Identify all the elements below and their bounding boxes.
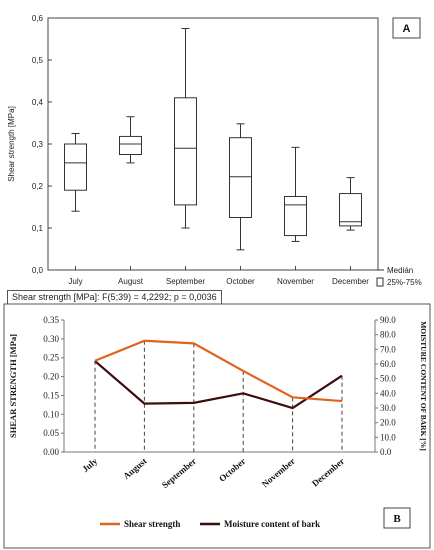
y-left-tick-label: 0.15 bbox=[43, 390, 59, 400]
box-iqr bbox=[174, 97, 197, 206]
x-tick-label: December bbox=[332, 277, 369, 286]
box-iqr bbox=[339, 193, 362, 227]
legend-median-label: Medián bbox=[387, 266, 413, 275]
y-right-tick-label: 80.0 bbox=[380, 330, 396, 340]
y-left-tick-label: 0.25 bbox=[43, 353, 59, 363]
y-tick-label: 0,0 bbox=[32, 266, 44, 275]
y-right-tick-label: 30.0 bbox=[380, 403, 396, 413]
y-left-tick-label: 0.10 bbox=[43, 409, 59, 419]
y-right-tick-label: 0.0 bbox=[380, 447, 392, 457]
y-tick-label: 0,4 bbox=[32, 98, 44, 107]
legend-label-shear-strength: Shear strength bbox=[124, 519, 180, 529]
legend-box-label: 25%-75% bbox=[387, 278, 422, 287]
y-axis-title: Shear strength [MPa] bbox=[7, 106, 16, 182]
y-right-tick-label: 40.0 bbox=[380, 388, 396, 398]
y-left-tick-label: 0.30 bbox=[43, 334, 59, 344]
panel-frame bbox=[3, 303, 431, 549]
box-plot-chart: 0,0 0,1 0,2 0,3 0,4 0,5 0,6 Shear strength [MPa… bbox=[7, 14, 422, 287]
y-tick-label: 0,6 bbox=[32, 14, 44, 23]
y-left-tick-label: 0.20 bbox=[43, 372, 59, 382]
y-right-tick-label: 70.0 bbox=[380, 344, 396, 354]
series-line-moisture bbox=[94, 360, 343, 410]
panel-label: B bbox=[393, 513, 401, 525]
y-tick-label: 0,1 bbox=[32, 224, 44, 233]
plot-frame bbox=[47, 17, 379, 271]
x-tick-label: November bbox=[277, 277, 314, 286]
y-left-tick-label: 0.05 bbox=[43, 428, 59, 438]
y-right-tick-label: 90.0 bbox=[380, 315, 396, 325]
x-tick-label: September bbox=[166, 277, 205, 286]
y-right-tick-label: 20.0 bbox=[380, 418, 396, 428]
y-left-tick-label: 0.00 bbox=[43, 447, 59, 457]
x-tick-label: August bbox=[118, 277, 144, 286]
y-left-tick-label: 0.35 bbox=[43, 315, 59, 325]
x-tick-label: July bbox=[68, 277, 82, 286]
legend-box-swatch bbox=[376, 277, 384, 287]
y-tick-label: 0,3 bbox=[32, 140, 44, 149]
box-iqr bbox=[284, 196, 307, 237]
y-right-tick-label: 50.0 bbox=[380, 374, 396, 384]
y-left-axis-title: SHEAR STRENGTH [MPa] bbox=[8, 334, 18, 438]
series-line-shear-strength bbox=[94, 339, 343, 403]
stats-label: Shear strength [MPa]: bbox=[12, 292, 100, 302]
stats-text: F(5;39) = 4,2292; p = 0,0036 bbox=[102, 292, 217, 302]
box-iqr bbox=[119, 135, 142, 156]
y-right-tick-label: 10.0 bbox=[380, 432, 396, 442]
line-chart: 0.00 0.05 0.10 0.15 0.20 0.25 0.30 0.35 0.0 10.0 2… bbox=[3, 303, 431, 549]
x-tick-label: October bbox=[226, 277, 255, 286]
y-right-tick-label: 60.0 bbox=[380, 359, 396, 369]
box-iqr bbox=[64, 143, 87, 191]
legend-label-moisture: Moisture content of bark bbox=[224, 519, 320, 529]
box-iqr bbox=[229, 137, 252, 218]
y-tick-label: 0,2 bbox=[32, 182, 44, 191]
panel-label: A bbox=[403, 23, 411, 35]
y-right-axis-title: MOISTURE CONTENT OF BARK [%] bbox=[419, 321, 428, 451]
panel-label-box bbox=[392, 17, 421, 39]
panel-label-box bbox=[383, 507, 411, 529]
y-tick-label: 0,5 bbox=[32, 56, 44, 65]
